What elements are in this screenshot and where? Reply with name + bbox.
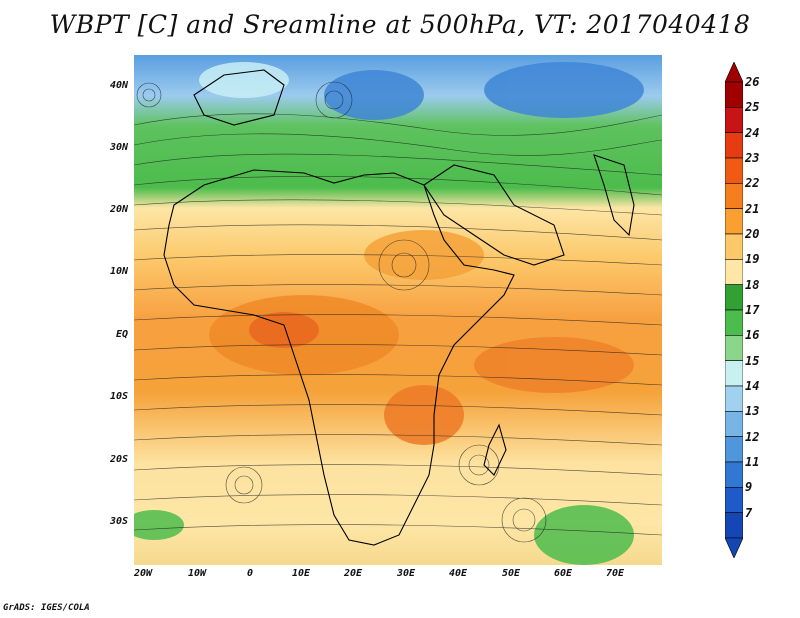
colorbar-label: 15 bbox=[745, 353, 760, 368]
colorbar-label: 13 bbox=[745, 404, 760, 419]
colorbar-label: 9 bbox=[745, 480, 753, 495]
colorbar-swatch bbox=[725, 335, 743, 361]
colorbar-bottom-arrow bbox=[725, 537, 743, 558]
colorbar-swatch bbox=[725, 284, 743, 311]
lat-label-30n: 30N bbox=[109, 142, 128, 153]
temperature-shading bbox=[134, 62, 644, 565]
colorbar-label: 11 bbox=[745, 455, 760, 469]
lat-label-10s: 10S bbox=[109, 391, 128, 402]
colorbar-swatch bbox=[725, 487, 743, 513]
lon-label-50e: 50E bbox=[502, 568, 521, 579]
colorbar-swatch bbox=[725, 309, 743, 336]
coastlines bbox=[163, 69, 635, 546]
colorbar bbox=[725, 62, 743, 558]
colorbar-swatch bbox=[725, 360, 743, 387]
lon-label-30e: 30E bbox=[397, 568, 416, 579]
colorbar-swatch bbox=[725, 81, 743, 108]
colorbar-swatch bbox=[725, 512, 743, 539]
lat-label-40n: 40N bbox=[109, 80, 128, 91]
colorbar-swatch bbox=[725, 461, 743, 488]
colorbar-label: 23 bbox=[745, 151, 760, 165]
colorbar-swatch bbox=[725, 259, 743, 285]
lat-label-10n: 10N bbox=[109, 266, 128, 277]
colorbar-label: 17 bbox=[745, 303, 760, 317]
colorbar-label: 18 bbox=[745, 277, 760, 292]
lon-label-60e: 60E bbox=[554, 568, 573, 579]
lat-label-20s: 20S bbox=[109, 454, 128, 465]
colorbar-label: 26 bbox=[745, 75, 760, 89]
colorbar-swatch bbox=[725, 436, 743, 463]
lon-label-10e: 10E bbox=[292, 568, 311, 579]
colorbar-label: 20 bbox=[745, 227, 760, 241]
colorbar-label: 14 bbox=[745, 379, 760, 393]
credit-text: GrADS: IGES/COLA bbox=[3, 603, 90, 613]
lat-label-eq: EQ bbox=[115, 329, 128, 340]
colorbar-label: 24 bbox=[745, 125, 760, 140]
colorbar-label: 25 bbox=[745, 100, 760, 115]
weather-map bbox=[134, 55, 662, 565]
colorbar-top-arrow bbox=[725, 62, 743, 83]
colorbar-swatch bbox=[725, 107, 743, 133]
lat-label-20n: 20N bbox=[109, 204, 128, 215]
colorbar-swatch bbox=[725, 157, 743, 184]
colorbar-label: 19 bbox=[745, 252, 760, 267]
colorbar-label: 12 bbox=[745, 429, 760, 444]
lon-label-0: 0 bbox=[247, 568, 254, 579]
colorbar-swatch bbox=[725, 132, 743, 159]
colorbar-swatch bbox=[725, 208, 743, 235]
colorbar-label: 21 bbox=[745, 201, 760, 216]
lon-label-40e: 40E bbox=[449, 568, 468, 579]
colorbar-swatch bbox=[725, 411, 743, 437]
streamlines bbox=[134, 81, 662, 543]
colorbar-label: 22 bbox=[745, 176, 760, 191]
colorbar-label: 7 bbox=[745, 505, 753, 520]
colorbar-label: 16 bbox=[745, 328, 760, 343]
colorbar-swatch bbox=[725, 233, 743, 260]
colorbar-swatch bbox=[725, 183, 743, 209]
map-title: WBPT [C] and Sreamline at 500hPa, VT: 20… bbox=[49, 10, 751, 39]
lon-label-20w: 20W bbox=[134, 568, 153, 579]
lat-label-30s: 30S bbox=[109, 516, 128, 527]
lon-label-10w: 10W bbox=[188, 568, 207, 579]
lon-label-20e: 20E bbox=[344, 568, 363, 579]
colorbar-swatch bbox=[725, 385, 743, 412]
map-background bbox=[134, 55, 662, 565]
lon-label-70e: 70E bbox=[606, 568, 625, 579]
